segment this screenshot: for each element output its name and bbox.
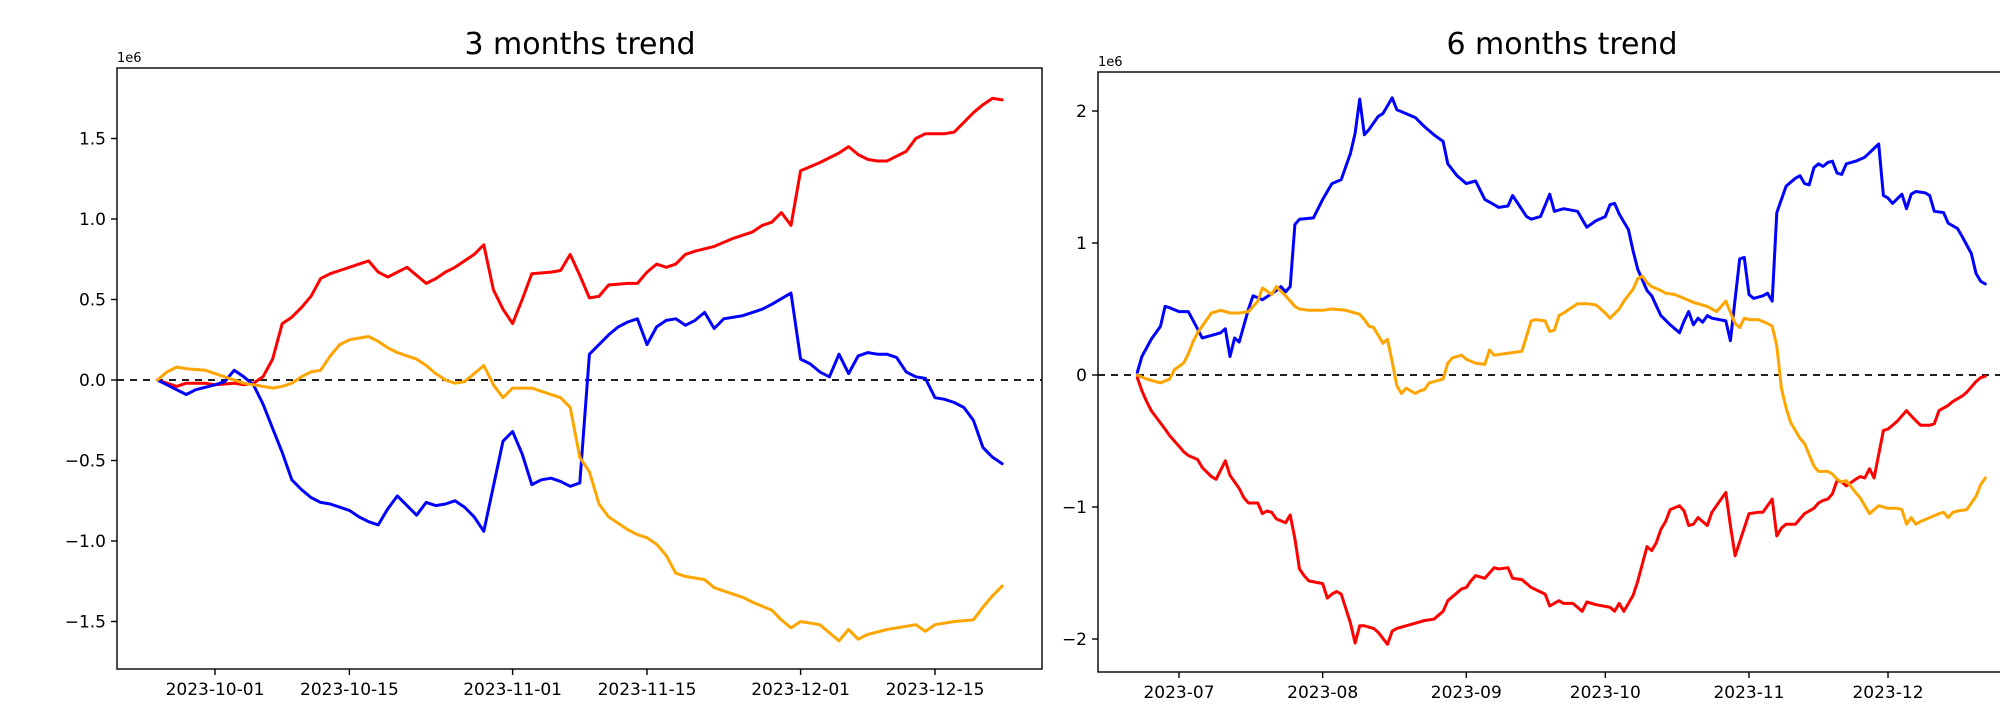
y-tick-label: −0.5 — [65, 452, 106, 472]
y-tick-label: 1.0 — [79, 210, 106, 230]
y-tick-label: 0.0 — [79, 371, 106, 391]
orange-series-line — [155, 335, 1004, 643]
y-tick-label: 0.5 — [79, 291, 106, 311]
x-axis: 2023-07 2023-08 2023-09 2023-10 2023-11 2023-… — [1143, 672, 1924, 703]
three-month-trend-chart: 3 months trend 1e6 2023-10-01 2023-10-15 2… — [40, 16, 1050, 716]
x-tick-label: 2023-11-01 — [463, 680, 562, 700]
axes-frame — [116, 67, 1043, 670]
y-axis-offset-label-left: 1e6 — [117, 51, 142, 66]
plot-area-right: 2023-07 2023-08 2023-09 2023-10 2023-11 2023-… — [1062, 71, 2000, 703]
x-tick-label: 2023-12-01 — [751, 680, 850, 700]
x-tick-label: 2023-09 — [1431, 683, 1502, 703]
orange-series-line — [1135, 274, 1987, 526]
axes-frame — [1097, 71, 2000, 673]
y-tick-label: −1 — [1062, 498, 1087, 518]
plot-area-left: 2023-10-01 2023-10-15 2023-11-01 2023-11-15… — [65, 67, 1043, 700]
chart-title-right: 6 months trend — [1446, 27, 1677, 62]
red-series-line — [1135, 374, 1987, 646]
x-tick-label: 2023-08 — [1287, 683, 1358, 703]
blue-series-line — [155, 291, 1004, 533]
y-tick-label: −2 — [1062, 630, 1087, 650]
y-tick-label: 1.5 — [79, 130, 106, 150]
y-tick-label: 1 — [1076, 234, 1087, 254]
x-tick-label: 2023-10-01 — [166, 680, 265, 700]
x-tick-label: 2023-10 — [1570, 683, 1641, 703]
y-tick-label: −1.0 — [65, 532, 106, 552]
x-axis: 2023-10-01 2023-10-15 2023-11-01 2023-11-15… — [166, 669, 985, 700]
y-axis-offset-label-right: 1e6 — [1098, 55, 1123, 70]
x-tick-label: 2023-11-15 — [598, 680, 697, 700]
x-tick-label: 2023-12 — [1852, 683, 1923, 703]
blue-series-line — [1135, 96, 1987, 374]
x-tick-label: 2023-11 — [1713, 683, 1784, 703]
red-series-line — [155, 96, 1004, 388]
y-axis: 2 1 0 −1 −2 — [1062, 102, 1098, 650]
three-month-trend-plot: 3 months trend 1e6 2023-10-01 2023-10-15 2… — [65, 27, 1043, 700]
x-tick-label: 2023-10-15 — [300, 680, 399, 700]
six-month-trend-plot: 6 months trend 1e6 2023-07 2023-08 2023-09… — [1062, 27, 2000, 703]
y-tick-label: 0 — [1076, 366, 1087, 386]
chart-title-left: 3 months trend — [464, 27, 695, 62]
x-tick-label: 2023-07 — [1143, 683, 1214, 703]
y-tick-label: 2 — [1076, 102, 1087, 122]
y-tick-label: −1.5 — [65, 613, 106, 633]
six-month-trend-chart: 6 months trend 1e6 2023-07 2023-08 2023-09… — [1050, 16, 2000, 716]
y-axis: 1.5 1.0 0.5 0.0 −0.5 −1.0 −1.5 — [65, 130, 117, 633]
x-tick-label: 2023-12-15 — [886, 680, 985, 700]
